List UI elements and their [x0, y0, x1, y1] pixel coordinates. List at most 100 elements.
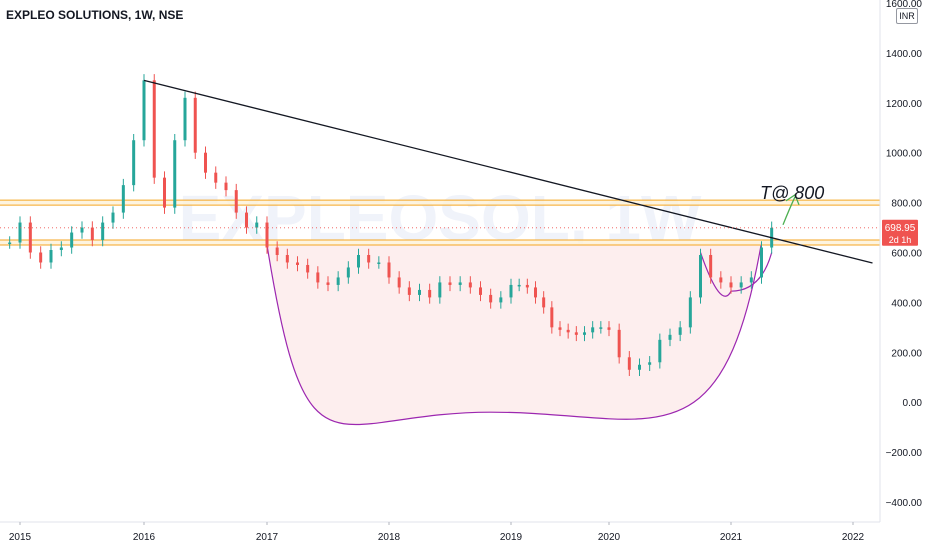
- y-tick-label: −200.00: [886, 448, 923, 459]
- candle-body: [90, 227, 94, 241]
- candle-body: [558, 327, 562, 330]
- level-band-0: [0, 200, 880, 206]
- candle-body: [627, 357, 631, 370]
- resistance-trendline: [143, 79, 873, 264]
- candle-body: [152, 80, 156, 178]
- candle-body: [760, 247, 763, 278]
- last-price-countdown: 2d 1h: [889, 235, 912, 245]
- candle-body: [101, 222, 105, 241]
- candle-body: [296, 262, 299, 265]
- y-tick-label: 1200.00: [886, 99, 923, 110]
- candle-body: [8, 242, 12, 245]
- y-tick-label: 0.00: [903, 398, 923, 409]
- y-tick-label: −400.00: [886, 498, 923, 509]
- candle-body: [234, 190, 238, 213]
- candle-body: [448, 282, 452, 285]
- candle-body: [719, 277, 723, 283]
- level-band-1: [0, 240, 880, 246]
- candle-body: [591, 327, 595, 333]
- candle-body: [183, 97, 187, 141]
- candle-body: [265, 222, 269, 248]
- candle-body: [387, 262, 391, 278]
- candle-body: [517, 284, 521, 287]
- candle-body: [688, 297, 692, 328]
- candle-body: [729, 282, 733, 288]
- candle-body: [80, 227, 84, 233]
- candle-body: [255, 222, 259, 228]
- candle-body: [525, 284, 529, 288]
- candle-body: [699, 254, 702, 298]
- candle-body: [70, 232, 74, 248]
- candle-body: [49, 250, 53, 263]
- candle-body: [678, 327, 682, 335]
- x-tick-label: 2015: [9, 532, 32, 543]
- x-tick-label: 2021: [720, 532, 743, 543]
- candle-body: [542, 297, 546, 308]
- y-tick-label: 1600.00: [886, 0, 923, 10]
- candle-body: [438, 282, 442, 298]
- price-series: [8, 74, 774, 377]
- candle-body: [111, 212, 115, 223]
- candle-body: [638, 364, 641, 370]
- y-tick-label: 600.00: [891, 249, 922, 260]
- candle-body: [121, 185, 125, 213]
- candle-body: [509, 284, 513, 298]
- candle-body: [367, 254, 371, 263]
- candle-body: [407, 287, 411, 295]
- candle-body: [599, 327, 603, 329]
- y-tick-label: 400.00: [891, 298, 922, 309]
- candle-body: [499, 297, 503, 303]
- target-arrow: [782, 196, 796, 226]
- candle-body: [39, 252, 43, 263]
- candle-body: [397, 277, 401, 288]
- candle-body: [193, 97, 197, 153]
- candle-body: [648, 362, 652, 365]
- candle-body: [566, 329, 570, 333]
- x-tick-label: 2016: [133, 532, 156, 543]
- candle-body: [306, 264, 310, 273]
- cup-curve: [266, 242, 763, 426]
- candle-body: [377, 262, 381, 264]
- candle-body: [550, 307, 554, 328]
- candle-body: [574, 332, 578, 335]
- candle-body: [142, 80, 146, 141]
- x-tick-label: 2017: [256, 532, 279, 543]
- candle-body: [668, 334, 672, 340]
- x-tick-label: 2022: [842, 532, 865, 543]
- y-tick-label: 1400.00: [886, 49, 923, 60]
- candle-body: [28, 222, 32, 253]
- last-price-badge: [882, 219, 918, 246]
- candle-body: [357, 254, 360, 268]
- candle-body: [709, 254, 713, 278]
- candle-body: [285, 254, 289, 263]
- currency-badge[interactable]: INR: [896, 8, 918, 24]
- candle-body: [214, 172, 218, 183]
- candle-body: [428, 289, 432, 298]
- candle-body: [316, 272, 320, 283]
- candle-body: [658, 339, 662, 363]
- candle-body: [18, 222, 22, 243]
- candle-body: [489, 294, 493, 303]
- x-tick-label: 2019: [500, 532, 523, 543]
- x-tick-label: 2018: [378, 532, 401, 543]
- candle-body: [163, 177, 166, 208]
- chart-title: EXPLEO SOLUTIONS, 1W, NSE: [6, 8, 184, 22]
- candle-body: [739, 282, 743, 288]
- candle-body: [617, 329, 621, 358]
- candle-body: [326, 282, 330, 285]
- candle-body: [418, 289, 421, 295]
- candle-body: [132, 140, 136, 186]
- y-tick-label: 1000.00: [886, 149, 923, 160]
- candle-body: [275, 247, 279, 255]
- candle-body: [59, 247, 63, 251]
- candle-body: [346, 267, 350, 278]
- candle-body: [534, 287, 537, 298]
- candle-body: [173, 140, 177, 208]
- candle-body: [607, 327, 611, 330]
- candle-body: [479, 287, 482, 295]
- y-tick-label: 200.00: [891, 348, 922, 359]
- candle-body: [336, 277, 340, 285]
- candle-body: [468, 282, 472, 288]
